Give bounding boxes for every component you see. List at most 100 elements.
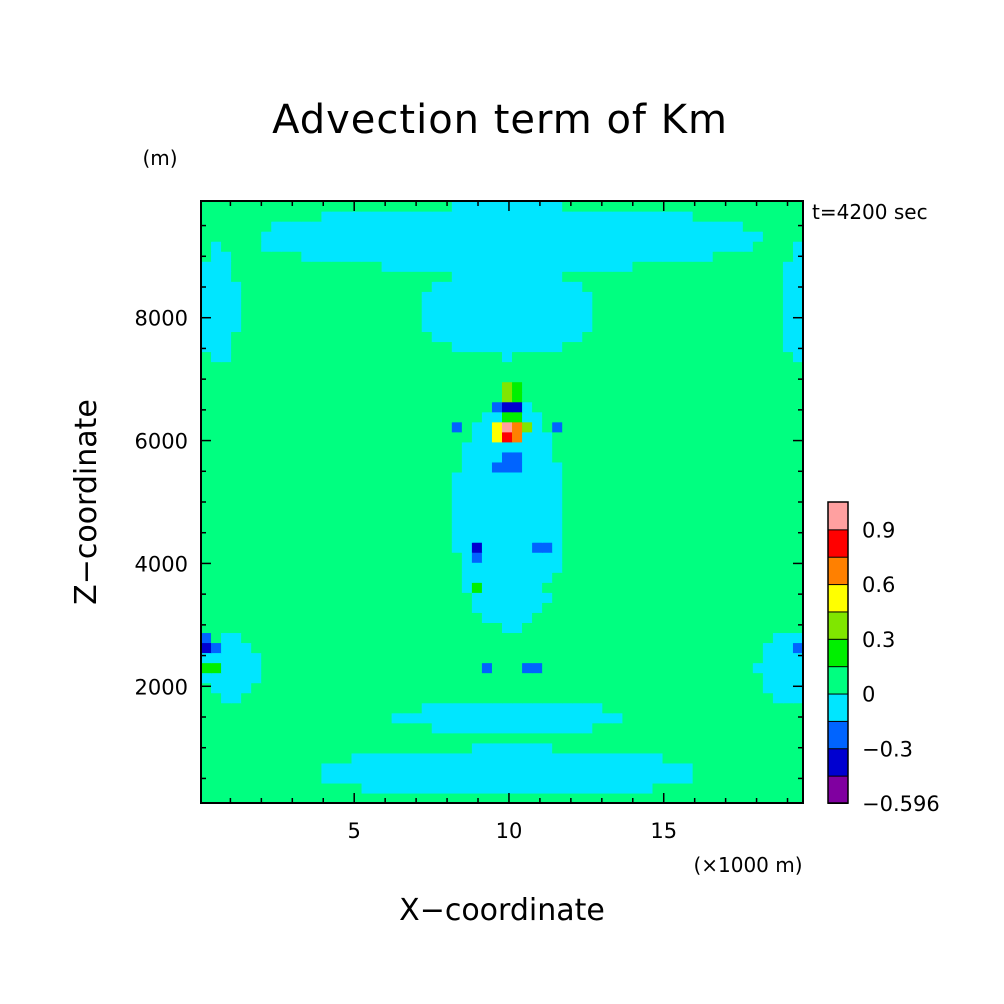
contour-cell [411, 772, 423, 784]
contour-cell [762, 522, 774, 533]
contour-cell [261, 451, 272, 463]
contour-cell [672, 271, 684, 282]
contour-cell [762, 752, 774, 764]
contour-cell [622, 632, 634, 644]
contour-cell [471, 712, 483, 724]
contour-cell [732, 301, 744, 312]
contour-cell [532, 692, 543, 704]
contour-cell [401, 391, 413, 403]
contour-cell [542, 341, 553, 353]
contour-cell [361, 371, 373, 383]
contour-cell [381, 782, 393, 794]
contour-cell [562, 351, 573, 363]
contour-cell [662, 241, 674, 252]
contour-cell [451, 321, 463, 333]
contour-cell [411, 632, 423, 644]
contour-cell [371, 532, 383, 543]
contour-cell [612, 451, 623, 463]
contour-cell [502, 562, 513, 573]
contour-cell [441, 572, 453, 583]
contour-cell [311, 361, 322, 373]
contour-cell [682, 231, 694, 242]
contour-cell [652, 502, 664, 513]
contour-cell [662, 772, 674, 784]
contour-cell [652, 592, 664, 603]
contour-cell [201, 792, 212, 804]
contour-cell [652, 271, 664, 282]
contour-cell [281, 732, 292, 744]
contour-cell [552, 281, 563, 292]
contour-cell [451, 682, 463, 694]
contour-cell [271, 732, 282, 744]
contour-cell [692, 702, 704, 714]
contour-cell [662, 321, 674, 333]
contour-cell [331, 622, 343, 634]
contour-cell [602, 502, 613, 513]
contour-cell [722, 712, 734, 724]
contour-cell [371, 411, 383, 423]
contour-cell [562, 752, 573, 764]
contour-cell [782, 692, 794, 704]
contour-cell [712, 602, 724, 613]
contour-cell [742, 221, 754, 232]
contour-cell [401, 461, 413, 473]
contour-cell [391, 652, 403, 664]
contour-cell [221, 451, 232, 463]
contour-cell [772, 221, 784, 232]
contour-cell [592, 612, 603, 623]
contour-cell [261, 211, 272, 222]
contour-cell [281, 261, 292, 272]
contour-cell [351, 562, 363, 573]
contour-cell [612, 341, 623, 353]
contour-cell [742, 331, 754, 343]
contour-cell [481, 461, 493, 473]
contour-cell [301, 241, 312, 252]
contour-cell [241, 211, 252, 222]
contour-cell [772, 391, 784, 403]
contour-cell [762, 461, 774, 473]
contour-cell [411, 502, 423, 513]
contour-cell [251, 351, 262, 363]
contour-cell [341, 401, 353, 413]
contour-cell [431, 431, 443, 443]
contour-cell [742, 391, 754, 403]
contour-cell [331, 291, 343, 302]
contour-cell [742, 542, 754, 553]
x-tick-label: 15 [650, 819, 677, 843]
contour-cell [471, 391, 483, 403]
contour-cell [712, 261, 724, 272]
contour-cell [381, 702, 393, 714]
contour-cell [762, 622, 774, 634]
contour-cell [221, 762, 232, 774]
contour-cell [471, 281, 483, 292]
contour-cell [702, 321, 714, 333]
contour-cell [271, 522, 282, 533]
contour-cell [221, 722, 232, 734]
contour-cell [201, 401, 212, 413]
contour-cell [411, 351, 423, 363]
contour-cell [652, 491, 664, 503]
contour-cell [271, 552, 282, 563]
contour-cell [391, 582, 403, 593]
contour-cell [331, 401, 343, 413]
contour-cell [532, 522, 543, 533]
contour-cell [461, 451, 473, 463]
contour-cell [702, 461, 714, 473]
contour-cell [241, 522, 252, 533]
contour-cell [371, 632, 383, 644]
contour-cell [341, 672, 353, 684]
contour-cell [291, 762, 302, 774]
contour-cell [582, 471, 593, 483]
contour-cell [632, 512, 644, 523]
contour-cell [622, 441, 634, 453]
contour-cell [532, 301, 543, 312]
contour-cell [201, 732, 212, 744]
contour-cell [622, 792, 634, 804]
contour-cell [702, 471, 714, 483]
contour-cell [672, 562, 684, 573]
contour-cell [481, 301, 493, 312]
contour-cell [321, 461, 333, 473]
contour-cell [461, 281, 473, 292]
contour-cell [321, 401, 333, 413]
contour-cell [702, 632, 714, 644]
